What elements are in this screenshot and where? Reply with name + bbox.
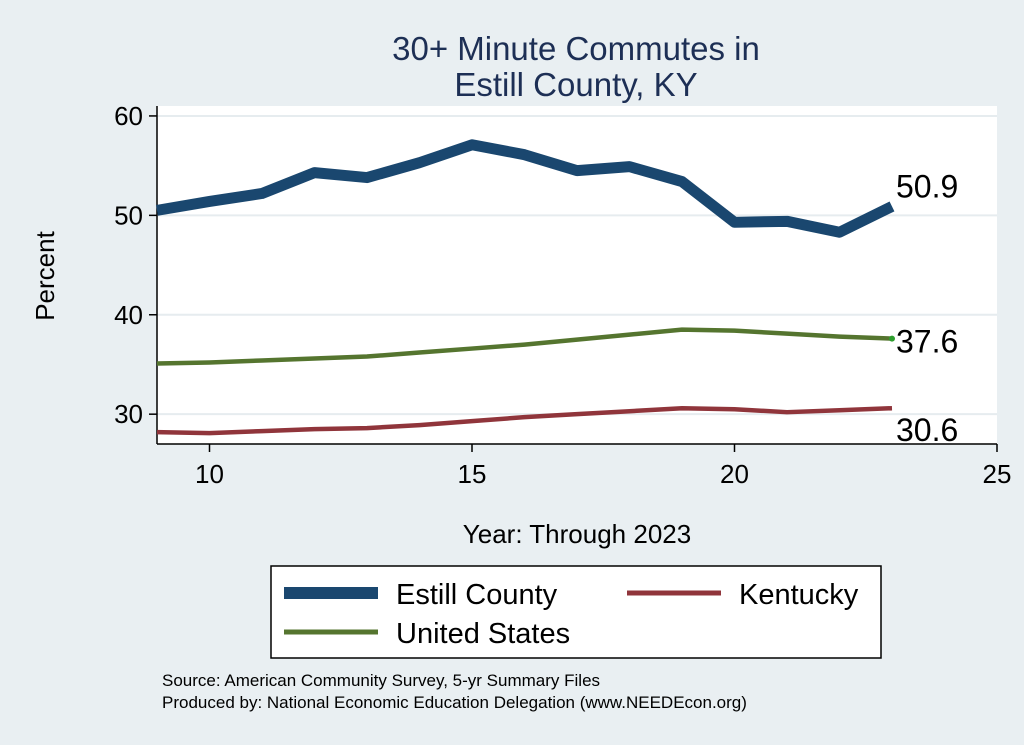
legend-label-kentucky: Kentucky [739,579,859,611]
x-tick-label-10: 10 [195,459,224,489]
producer-note: Produced by: National Economic Education… [162,693,747,712]
end-marker-united-states [889,335,895,342]
legend: Estill County Kentucky United States [270,565,882,659]
legend-label-estill-county: Estill County [396,579,558,611]
x-tick-label-15: 15 [458,459,487,489]
end-label-estill-county: 50.9 [896,168,958,204]
x-axis-label: Year: Through 2023 [463,519,691,549]
y-tick-label-40: 40 [114,300,143,330]
legend-box [270,565,882,659]
y-tick-label-50: 50 [114,200,143,230]
end-labels: 50.9 37.6 30.6 [896,168,958,448]
y-tick-label-60: 60 [114,101,143,131]
x-tick-label-20: 20 [720,459,749,489]
legend-label-united-states: United States [396,618,570,650]
axes: 30 40 50 60 10 15 20 25 [114,101,1011,489]
end-label-kentucky: 30.6 [896,412,958,448]
chart-title-line-1: 30+ Minute Commutes in [392,30,760,67]
end-label-united-states: 37.6 [896,324,958,360]
chart-title-line-2: Estill County, KY [454,66,697,103]
y-tick-label-30: 30 [114,399,143,429]
y-axis-label: Percent [30,230,60,320]
plot-area [157,106,997,444]
x-tick-label-25: 25 [983,459,1012,489]
source-note: Source: American Community Survey, 5-yr … [162,671,600,690]
series-lines [156,139,895,436]
